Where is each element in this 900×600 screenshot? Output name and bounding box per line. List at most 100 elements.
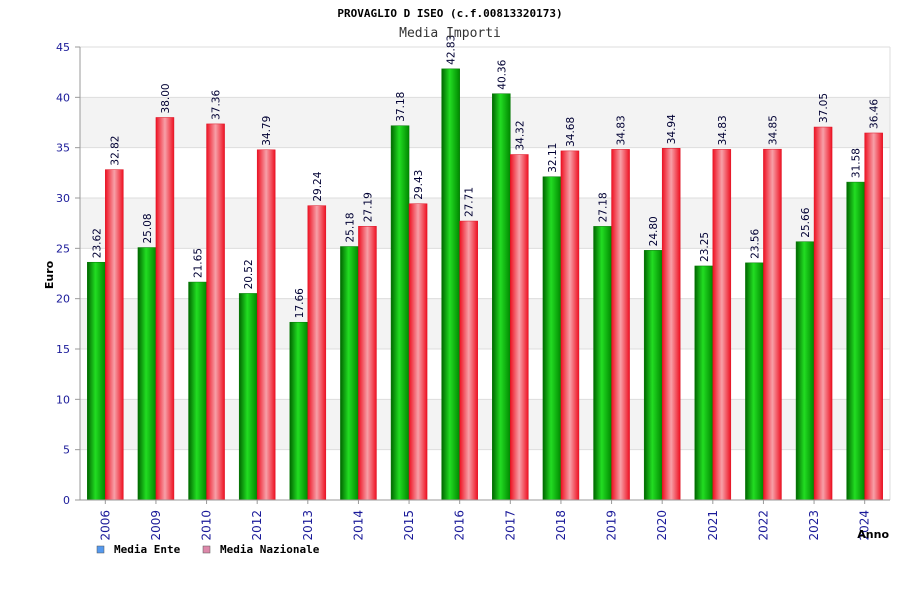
data-label-media-nazionale-2020: 34.94 [666,114,678,144]
bar-media-ente-2014 [340,246,359,501]
x-axis-label: Anno [857,528,889,541]
x-tick-label-2022: 2022 [756,510,770,541]
x-tick-label-2009: 2009 [149,510,163,541]
x-tick-label-2010: 2010 [200,510,214,541]
bar-media-ente-2022 [745,262,764,501]
data-label-media-nazionale-2018: 34.68 [565,117,577,147]
y-tick-label: 20 [56,293,70,306]
legend-swatch-media-nazionale [202,545,211,554]
bar-media-ente-2010 [188,281,207,501]
data-label-media-nazionale-2022: 34.85 [767,115,779,145]
data-label-media-ente-2015: 37.18 [395,92,407,122]
data-label-media-ente-2024: 31.58 [851,148,863,178]
x-tick-label-2020: 2020 [655,510,669,541]
grid-band [80,47,890,98]
bars-group [87,68,883,501]
bar-media-nazionale-2010 [206,123,225,501]
bar-media-ente-2012 [238,293,258,501]
bar-media-ente-2019 [593,226,612,501]
legend-swatch-media-ente [96,545,105,554]
x-tick-label-2019: 2019 [605,510,619,541]
chart-subtitle: Media Importi [399,26,501,41]
legend-label-media-nazionale: Media Nazionale [220,543,320,556]
data-label-media-nazionale-2016: 27.71 [464,187,476,217]
data-label-media-nazionale-2010: 37.36 [211,90,223,120]
data-label-media-ente-2017: 40.36 [496,59,508,89]
bar-media-ente-2006 [87,261,106,501]
data-label-media-ente-2020: 24.80 [648,216,660,246]
bar-media-nazionale-2020 [661,148,681,501]
x-tick-label-2016: 2016 [453,510,467,541]
axes: 0 5 10 15 20 25 30 35 40 45 2006 2009 2010 2012 2013 20… [56,41,890,541]
y-tick-label: 25 [56,242,70,255]
y-axis-label: Euro [43,260,56,289]
data-label-media-ente-2023: 25.66 [800,207,812,237]
bar-media-ente-2023 [795,241,815,501]
x-tick-label-2021: 2021 [706,510,720,541]
bar-media-nazionale-2009 [155,117,175,501]
x-tick-label-2013: 2013 [301,510,315,541]
bar-media-nazionale-2023 [813,126,833,501]
bar-media-ente-2016 [441,68,460,501]
x-tick-label-2006: 2006 [98,510,112,541]
data-label-media-ente-2010: 21.65 [193,248,205,278]
data-label-media-ente-2019: 27.18 [598,192,610,222]
bar-media-nazionale-2018 [560,150,580,501]
data-label-media-ente-2016: 42.83 [446,35,458,65]
data-label-media-ente-2013: 17.66 [294,288,306,318]
y-tick-label: 15 [56,343,70,356]
legend: Media Ente Media Nazionale [96,543,320,556]
data-label-media-ente-2009: 25.08 [142,213,154,243]
data-label-media-ente-2022: 23.56 [749,228,761,258]
data-label-media-nazionale-2014: 27.19 [362,192,374,222]
data-label-media-nazionale-2015: 29.43 [413,170,425,200]
data-label-media-nazionale-2009: 38.00 [160,83,172,113]
data-label-media-ente-2018: 32.11 [547,143,559,173]
data-label-media-ente-2006: 23.62 [91,228,103,258]
bar-media-nazionale-2016 [459,220,478,501]
bar-media-ente-2021 [694,265,714,501]
bar-media-nazionale-2014 [358,226,377,501]
data-label-media-ente-2021: 23.25 [699,232,711,262]
data-label-media-nazionale-2019: 34.83 [616,115,628,145]
data-label-media-nazionale-2012: 34.79 [261,116,273,146]
x-tick-label-2014: 2014 [351,510,365,541]
bar-media-ente-2009 [137,247,157,501]
legend-label-media-ente: Media Ente [114,543,181,556]
data-label-media-ente-2014: 25.18 [344,212,356,242]
y-tick-label: 10 [56,393,70,406]
data-label-media-nazionale-2017: 34.32 [514,120,526,150]
data-label-media-nazionale-2024: 36.46 [869,99,881,129]
x-tick-label-2024: 2024 [858,510,872,541]
data-label-media-nazionale-2013: 29.24 [312,171,324,201]
x-tick-label-2018: 2018 [554,510,568,541]
data-label-media-nazionale-2006: 32.82 [109,136,121,166]
bar-media-nazionale-2024 [864,132,883,501]
data-label-media-nazionale-2023: 37.05 [818,93,830,123]
bar-media-ente-2024 [846,181,865,501]
bar-media-nazionale-2013 [307,205,327,501]
bar-media-nazionale-2017 [510,154,529,501]
y-tick-label: 40 [56,91,70,104]
bar-media-ente-2020 [643,250,663,501]
bar-media-ente-2013 [289,321,309,501]
data-label-media-nazionale-2021: 34.83 [717,115,729,145]
chart-title: PROVAGLIO D ISEO (c.f.00813320173) [337,7,562,20]
bar-media-nazionale-2022 [763,148,782,501]
bar-media-nazionale-2021 [712,149,732,501]
x-tick-label-2023: 2023 [807,510,821,541]
y-tick-label: 30 [56,192,70,205]
bar-media-ente-2017 [492,93,511,501]
y-tick-label: 35 [56,142,70,155]
bar-media-ente-2015 [390,125,410,501]
bar-media-nazionale-2006 [105,169,124,501]
x-tick-label-2015: 2015 [402,510,416,541]
data-labels: 23.62 32.82 25.08 38.00 21.65 37.36 20.52 34.79… [91,35,880,318]
bar-media-nazionale-2012 [256,149,276,501]
data-label-media-ente-2012: 20.52 [243,259,255,289]
y-tick-label: 5 [63,444,70,457]
bar-media-nazionale-2015 [408,203,428,501]
x-tick-label-2017: 2017 [503,510,517,541]
x-tick-label-2012: 2012 [250,510,264,541]
